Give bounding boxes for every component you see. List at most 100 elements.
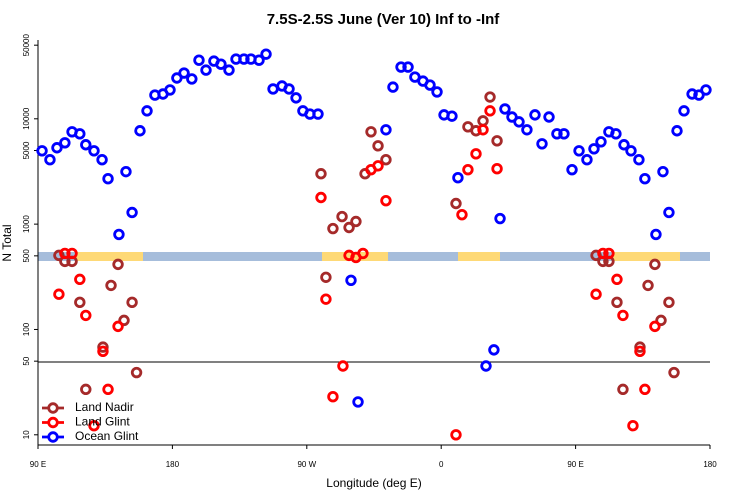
land-band [322, 252, 388, 261]
point [74, 296, 86, 309]
point [290, 92, 302, 104]
point [126, 296, 138, 309]
point [59, 137, 71, 149]
point [668, 366, 680, 379]
point [337, 360, 349, 372]
point [611, 273, 623, 286]
point [686, 88, 698, 100]
point [649, 320, 661, 333]
point [267, 83, 279, 95]
point [130, 366, 143, 379]
y-tick-label: 50 [22, 356, 31, 365]
land-ocean-band [38, 252, 710, 261]
point [80, 383, 92, 396]
point [36, 145, 48, 157]
y-tick-label: 100 [22, 322, 31, 336]
point [51, 142, 63, 154]
point [380, 124, 392, 136]
point [639, 383, 651, 396]
point [536, 138, 548, 150]
y-tick-label: 10000 [22, 107, 31, 130]
point [74, 128, 86, 140]
point [53, 288, 65, 300]
x-tick-label: 90 E [30, 460, 46, 469]
point [657, 165, 669, 178]
point [345, 274, 357, 286]
point [120, 165, 132, 178]
point [260, 48, 272, 60]
point [88, 145, 100, 157]
point [480, 360, 492, 372]
point [283, 83, 295, 95]
point [372, 160, 384, 172]
point [320, 293, 332, 305]
chart-title: 7.5S-2.5S June (Ver 10) Inf to -Inf [267, 11, 501, 28]
x-tick-label: 180 [166, 460, 180, 469]
point [97, 341, 109, 353]
point [387, 81, 399, 93]
point [365, 126, 377, 138]
point [633, 154, 645, 166]
point [450, 429, 462, 441]
point [395, 61, 407, 73]
point [513, 116, 525, 128]
point [102, 172, 114, 185]
point [494, 212, 506, 225]
point [343, 221, 355, 234]
point [499, 103, 511, 115]
x-tick-label: 90 W [297, 460, 316, 469]
point [639, 172, 651, 185]
point [105, 279, 117, 292]
point [80, 309, 92, 322]
point [477, 124, 489, 136]
y-tick-label: 10 [22, 430, 31, 439]
point [452, 171, 464, 184]
point [625, 145, 637, 157]
point [484, 91, 496, 103]
point [134, 125, 146, 137]
point [603, 247, 615, 260]
point [113, 228, 125, 241]
point [44, 154, 56, 166]
point [671, 125, 683, 137]
point [312, 108, 324, 120]
point [588, 143, 600, 155]
point [543, 111, 555, 123]
point [581, 154, 593, 166]
point [488, 344, 500, 356]
point [431, 86, 443, 98]
land-band [612, 252, 680, 261]
point [59, 247, 71, 260]
point [141, 105, 153, 117]
point [446, 110, 458, 122]
land-band [75, 252, 143, 261]
point [678, 105, 690, 117]
point [102, 383, 114, 396]
point [253, 54, 265, 66]
legend-label: Land Nadir [75, 400, 134, 414]
point [200, 64, 212, 76]
point [215, 58, 227, 70]
point [595, 136, 607, 148]
point [477, 115, 489, 127]
legend-marker [47, 402, 59, 414]
point [649, 258, 661, 271]
point [424, 79, 436, 91]
point [642, 279, 654, 292]
point [112, 258, 124, 271]
point [693, 89, 705, 101]
point [402, 61, 414, 73]
legend-label: Land Glint [75, 415, 130, 429]
x-axis-label: Longitude (deg E) [326, 476, 421, 490]
point [484, 105, 496, 117]
point [238, 53, 250, 65]
legend-label: Ocean Glint [75, 429, 139, 443]
point [470, 148, 482, 160]
point [74, 273, 86, 286]
point [88, 419, 100, 432]
point [193, 54, 205, 66]
legend-marker [47, 431, 59, 443]
legend-marker [47, 416, 59, 429]
point [223, 64, 235, 76]
point [566, 163, 578, 176]
